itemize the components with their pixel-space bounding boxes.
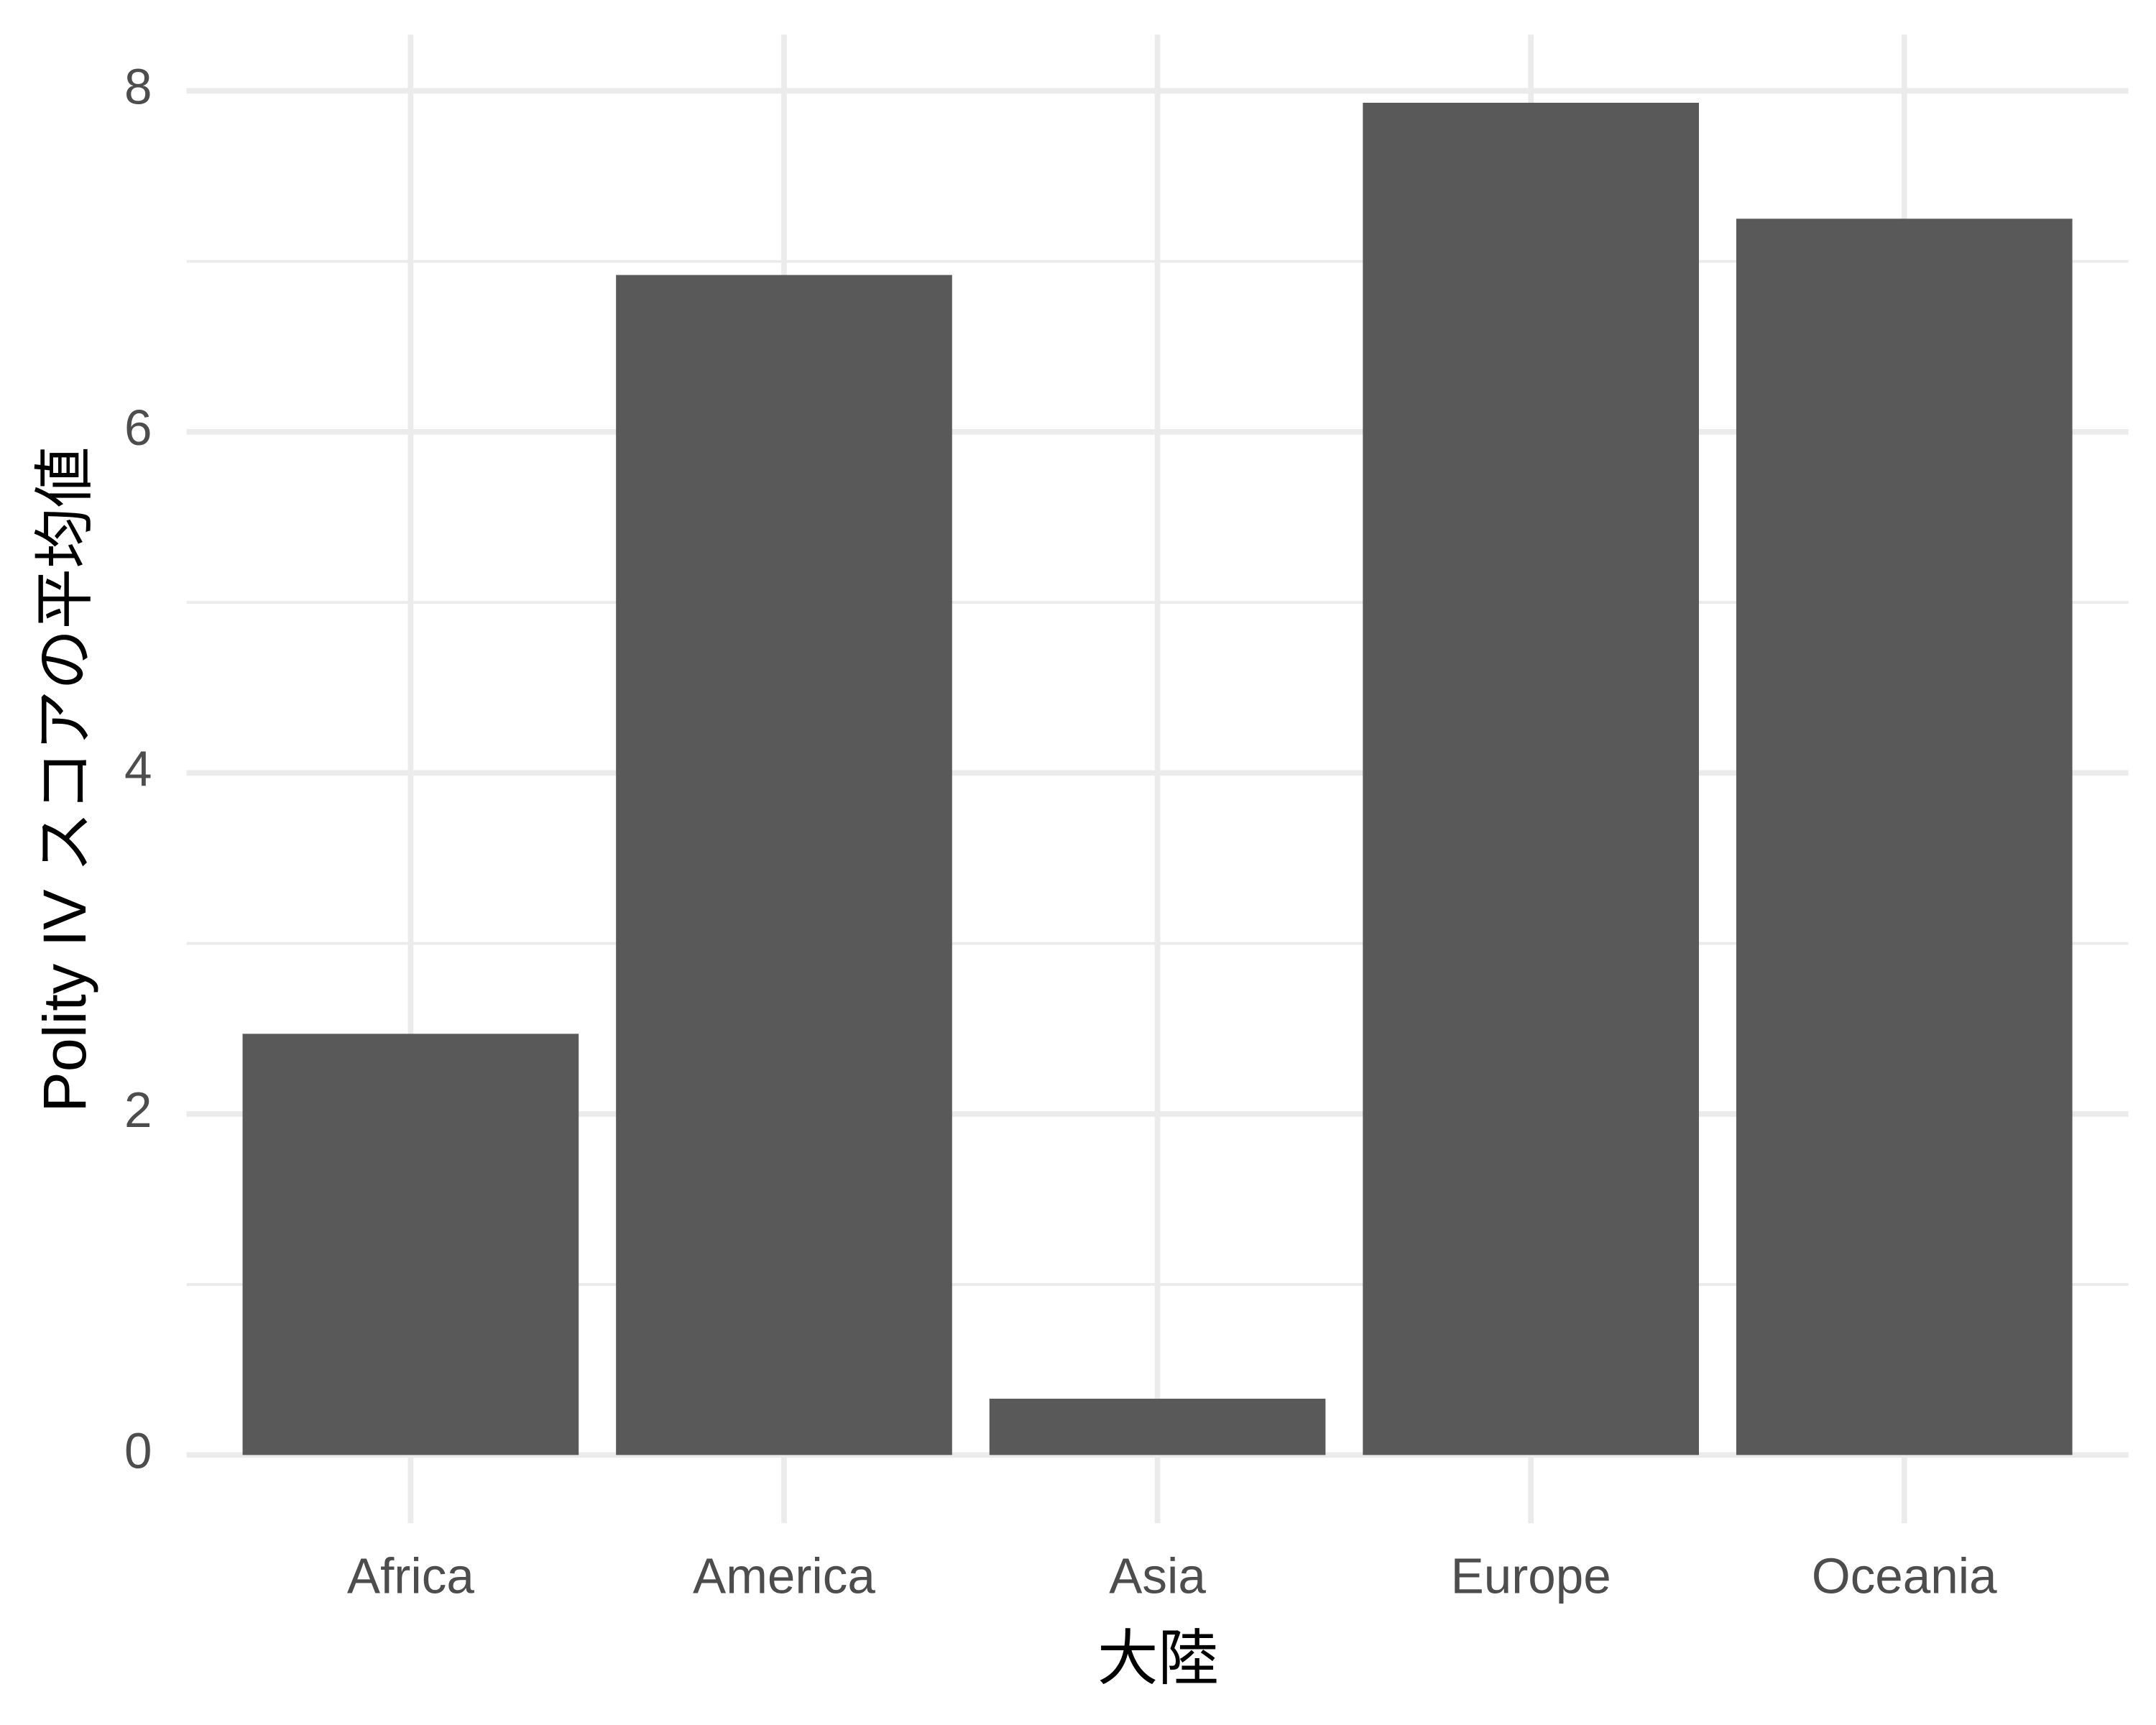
- x-axis-title: 大陸: [1097, 1624, 1219, 1693]
- y-tick-label: 4: [124, 741, 152, 797]
- bar: [1736, 218, 2073, 1455]
- y-tick-label: 8: [124, 59, 152, 115]
- bar: [242, 1034, 579, 1455]
- x-tick-label: America: [693, 1547, 875, 1604]
- x-tick-label: Africa: [347, 1547, 474, 1604]
- y-tick-label: 2: [124, 1082, 152, 1138]
- y-tick-label: 0: [124, 1423, 152, 1479]
- bar: [1363, 102, 1699, 1455]
- x-tick-label: Asia: [1109, 1547, 1206, 1604]
- bar: [989, 1399, 1326, 1455]
- x-tick-label: Oceania: [1812, 1547, 1997, 1604]
- y-axis-title: Polity IV スコアの平均値: [30, 447, 98, 1113]
- bar: [616, 275, 952, 1455]
- x-tick-label: Europe: [1451, 1547, 1611, 1604]
- y-tick-label: 6: [124, 400, 152, 456]
